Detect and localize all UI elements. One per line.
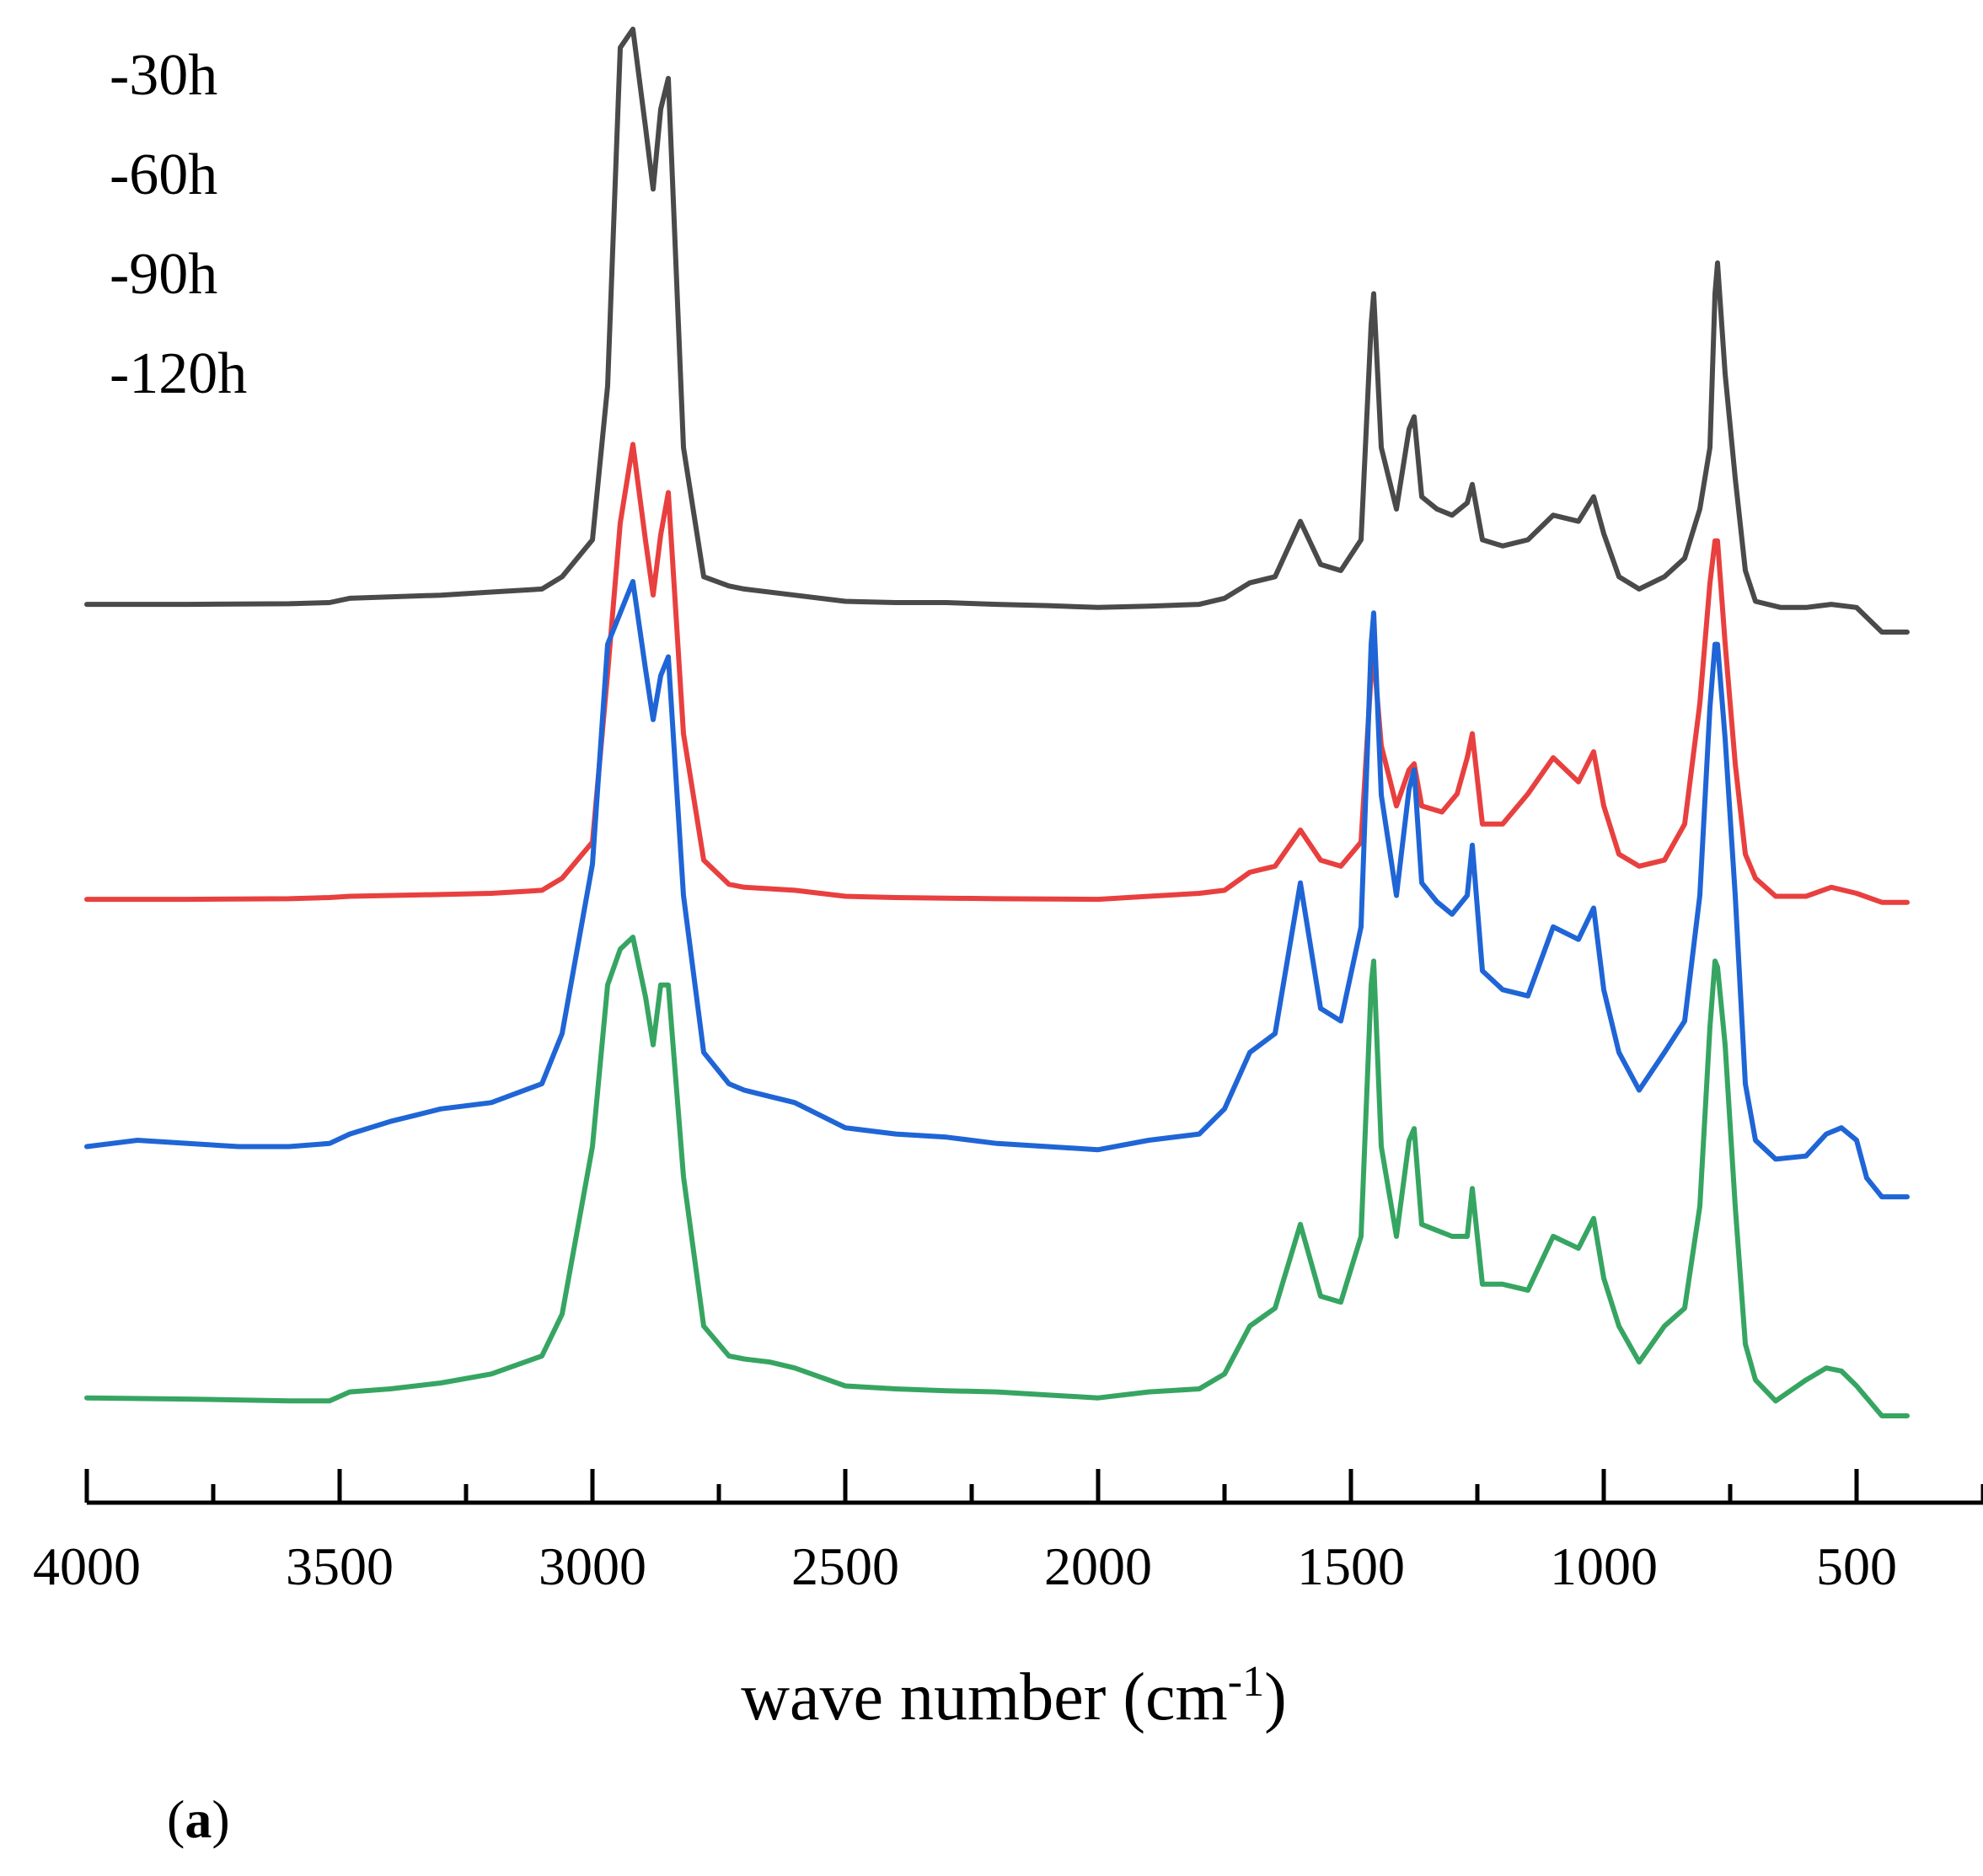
series-line-60h	[84, 442, 1910, 905]
legend-item-60h: -60h	[110, 142, 217, 207]
legend-item-120h: -120h	[110, 341, 247, 406]
x-tick-label: 2000	[1044, 1536, 1152, 1596]
x-tick-label: 500	[1816, 1536, 1897, 1596]
x-tick-label: 4000	[33, 1536, 141, 1596]
panel-label-close: )	[212, 1789, 229, 1849]
x-tick-label: 1000	[1550, 1536, 1658, 1596]
x-tick-label: 2500	[791, 1536, 899, 1596]
x-axis: 4000 3500 3000 2500 2000 1500 1000 500	[33, 1469, 1983, 1596]
series-layer	[84, 26, 1910, 1418]
x-tick-label: 1500	[1297, 1536, 1405, 1596]
legend-item-90h: -90h	[110, 242, 217, 307]
x-axis-title-main: wave number (cm	[741, 1660, 1228, 1734]
x-axis-title-superscript: -1	[1228, 1658, 1264, 1706]
panel-label: (a)	[167, 1789, 230, 1849]
series-line-120h	[84, 935, 1910, 1418]
panel-label-open: (	[167, 1789, 185, 1849]
legend-item-30h: -30h	[110, 43, 217, 108]
x-tick-label: 3500	[286, 1536, 394, 1596]
series-line-90h	[84, 579, 1910, 1200]
series-line-30h	[84, 26, 1910, 635]
x-tick-label: 3000	[539, 1536, 646, 1596]
legend: -30h -60h -90h -120h	[110, 43, 247, 406]
x-axis-title: wave number (cm-1)	[741, 1658, 1287, 1735]
panel-label-letter: a	[185, 1789, 212, 1849]
x-axis-title-close: )	[1264, 1660, 1287, 1734]
